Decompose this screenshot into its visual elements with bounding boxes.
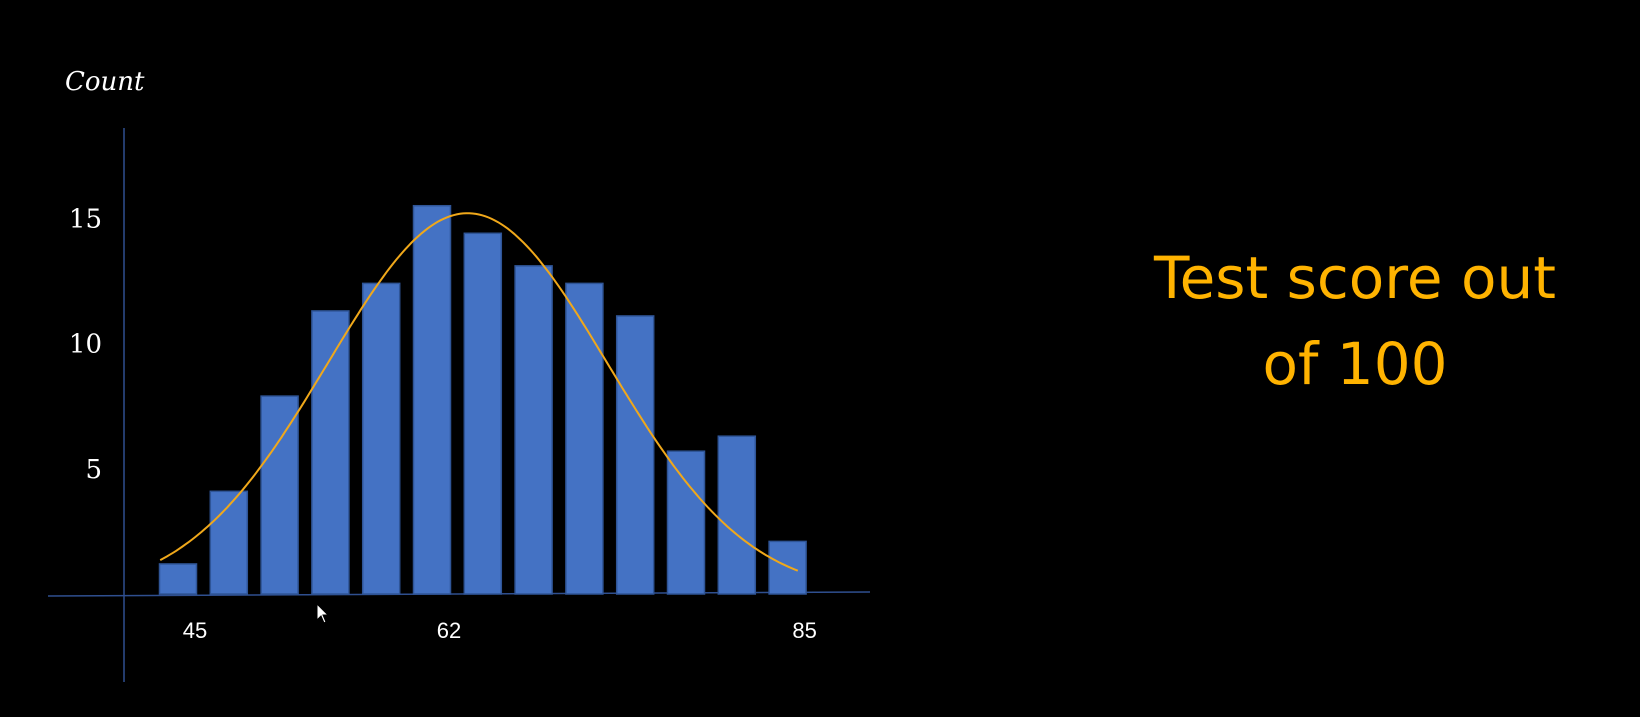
histogram-bar (361, 282, 401, 595)
mouse-pointer-icon (316, 603, 330, 624)
normal-curve (159, 212, 799, 572)
y-tick-label: 10 (69, 330, 102, 360)
y-axis-label: Count (65, 67, 145, 97)
y-tick-label: 15 (69, 204, 102, 234)
caption-line-2: of 100 (1262, 330, 1448, 398)
chart-caption: Test score out of 100 (1100, 235, 1610, 407)
histogram-bar (565, 282, 604, 595)
histogram-bar (209, 490, 249, 595)
histogram-bar (463, 232, 503, 595)
x-tick-label: 45 (183, 618, 207, 643)
histogram-bar (514, 265, 553, 595)
histogram-bar (768, 540, 807, 595)
y-tick-label: 5 (85, 455, 102, 485)
histogram-bar (158, 563, 198, 595)
histogram-bar (260, 395, 299, 595)
histogram-bar (615, 315, 655, 595)
x-tick-label: 85 (792, 618, 816, 643)
caption-line-1: Test score out (1154, 244, 1556, 312)
histogram-bar (717, 435, 757, 595)
histogram-bar (666, 450, 706, 595)
x-tick-label: 62 (437, 618, 461, 643)
histogram-bar (412, 204, 452, 595)
histogram-bar (311, 310, 350, 595)
